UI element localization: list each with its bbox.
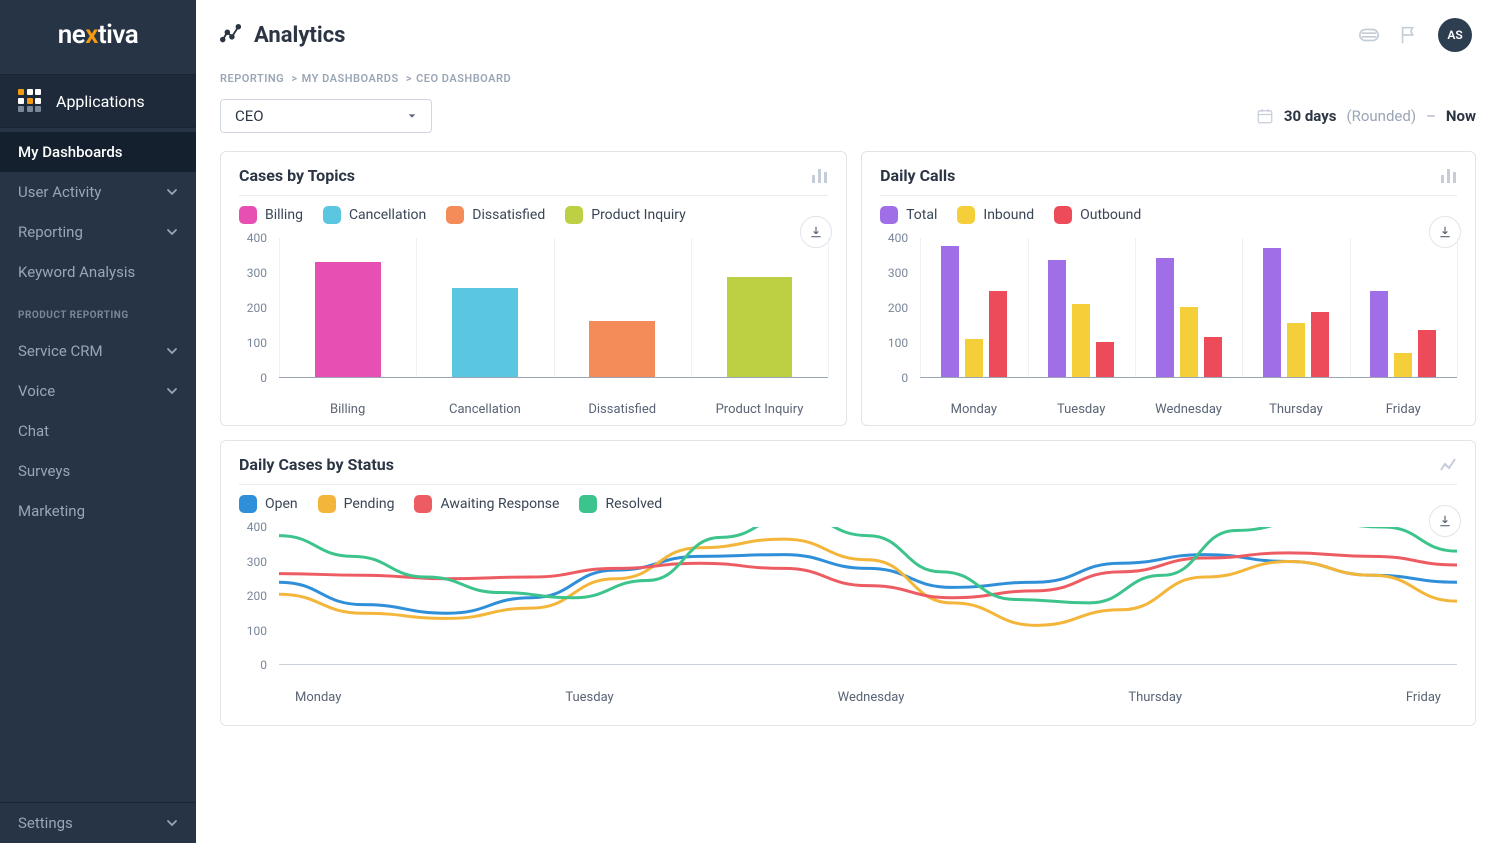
applications-label: Applications <box>56 92 145 111</box>
chart-daily-cases-by-status: 0100200300400 MondayTuesdayWednesdayThur… <box>239 527 1457 687</box>
date-range-rounded: (Rounded) <box>1346 107 1416 125</box>
legend-item: Inbound <box>957 206 1034 224</box>
chevron-down-icon <box>166 817 178 829</box>
legend-item: Billing <box>239 206 303 224</box>
avatar[interactable]: AS <box>1438 18 1472 52</box>
nav-secondary: Service CRMVoiceChatSurveysMarketing <box>0 327 196 535</box>
caret-down-icon <box>407 111 417 121</box>
chevron-down-icon <box>166 345 178 357</box>
nav-primary: My DashboardsUser ActivityReportingKeywo… <box>0 128 196 296</box>
legend: Open Pending Awaiting Response Resolved <box>221 495 1475 519</box>
legend-item: Pending <box>318 495 395 513</box>
card-daily-calls: Daily Calls Total Inbound Outbound 0100200… <box>861 151 1476 426</box>
legend-item: Outbound <box>1054 206 1141 224</box>
card-cases-by-topics: Cases by Topics Billing Cancellation Dissa… <box>220 151 847 426</box>
legend-item: Cancellation <box>323 206 426 224</box>
section-heading: PRODUCT REPORTING <box>0 296 196 327</box>
chevron-down-icon <box>166 186 178 198</box>
applications-menu[interactable]: Applications <box>0 74 196 128</box>
card-title: Daily Calls <box>880 166 955 185</box>
chevron-down-icon <box>166 385 178 397</box>
bars-icon[interactable] <box>1439 167 1457 185</box>
settings-label: Settings <box>18 814 73 832</box>
legend-item: Product Inquiry <box>565 206 686 224</box>
legend-item: Awaiting Response <box>414 495 559 513</box>
card-icon[interactable] <box>1358 24 1380 46</box>
sidebar-item[interactable]: My Dashboards <box>0 132 196 172</box>
sidebar-item[interactable]: Chat <box>0 411 196 451</box>
legend-item: Dissatisfied <box>446 206 545 224</box>
date-range[interactable]: 30 days (Rounded) – Now <box>1256 107 1476 125</box>
sidebar: nextiva Applications My DashboardsUser A… <box>0 0 196 843</box>
dashboard-selector-value: CEO <box>235 107 264 125</box>
sidebar-item-settings[interactable]: Settings <box>0 802 196 843</box>
date-range-dash: – <box>1426 107 1436 125</box>
line-chart-icon[interactable] <box>1439 456 1457 474</box>
sidebar-item[interactable]: User Activity <box>0 172 196 212</box>
chevron-down-icon <box>166 226 178 238</box>
sidebar-item[interactable]: Keyword Analysis <box>0 252 196 292</box>
sidebar-item[interactable]: Surveys <box>0 451 196 491</box>
sidebar-item[interactable]: Voice <box>0 371 196 411</box>
apps-grid-icon <box>18 89 42 113</box>
page-header: Analytics AS <box>196 0 1500 64</box>
card-title: Cases by Topics <box>239 166 355 185</box>
card-title: Daily Cases by Status <box>239 455 394 474</box>
brand-logo: nextiva <box>0 0 196 74</box>
bars-icon[interactable] <box>810 167 828 185</box>
legend: Billing Cancellation Dissatisfied Product I… <box>221 206 846 230</box>
legend-item: Open <box>239 495 298 513</box>
date-range-now: Now <box>1446 107 1476 125</box>
chart-daily-calls: 0100200300400 <box>880 238 1457 396</box>
sidebar-item[interactable]: Reporting <box>0 212 196 252</box>
legend-item: Total <box>880 206 937 224</box>
sidebar-item[interactable]: Marketing <box>0 491 196 531</box>
dashboard-selector[interactable]: CEO <box>220 99 432 133</box>
flag-icon[interactable] <box>1398 24 1420 46</box>
legend: Total Inbound Outbound <box>862 206 1475 230</box>
main-content: Analytics AS REPORTING >MY DASHBOARDS >C… <box>196 0 1500 843</box>
breadcrumb: REPORTING >MY DASHBOARDS >CEO DASHBOARD <box>196 64 1500 99</box>
analytics-icon <box>220 24 242 46</box>
legend-item: Resolved <box>579 495 662 513</box>
chart-cases-by-topics: 0100200300400 <box>239 238 828 396</box>
page-title: Analytics <box>254 23 345 48</box>
calendar-icon <box>1256 107 1274 125</box>
sidebar-item[interactable]: Service CRM <box>0 331 196 371</box>
card-daily-cases-by-status: Daily Cases by Status Open Pending Awaitin… <box>220 440 1476 726</box>
date-range-period: 30 days <box>1284 107 1337 125</box>
